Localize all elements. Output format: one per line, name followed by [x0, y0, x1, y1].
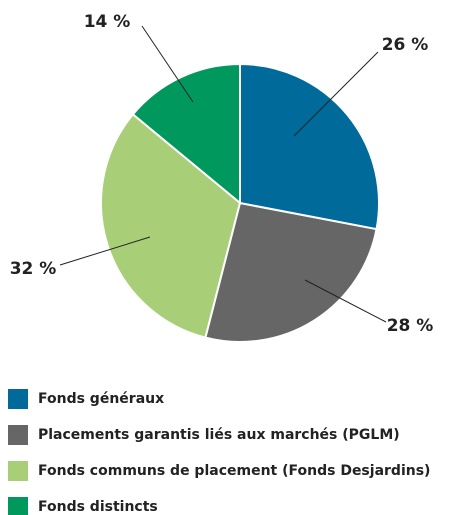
legend-swatch — [8, 389, 28, 409]
pie-slice — [204, 201, 378, 343]
leader-line — [293, 51, 379, 137]
data-label: 26 % — [382, 35, 429, 55]
leader-line — [141, 25, 194, 103]
legend-label: Fonds généraux — [38, 391, 164, 407]
legend-swatch — [8, 461, 28, 481]
leader-line — [59, 236, 151, 266]
leader-line — [304, 279, 387, 323]
data-label: 14 % — [84, 12, 131, 32]
data-label: 32 % — [10, 259, 57, 279]
legend-label: Placements garantis liés aux marchés (PG… — [38, 427, 400, 443]
legend-label: Fonds distincts — [38, 499, 158, 515]
pie-slice — [239, 62, 380, 231]
legend-swatch — [8, 425, 28, 445]
legend-label: Fonds communs de placement (Fonds Desjar… — [38, 463, 430, 479]
data-label: 28 % — [387, 316, 434, 336]
legend-swatch — [8, 497, 28, 515]
pie-slice — [131, 62, 241, 206]
pie-slice — [100, 112, 242, 339]
